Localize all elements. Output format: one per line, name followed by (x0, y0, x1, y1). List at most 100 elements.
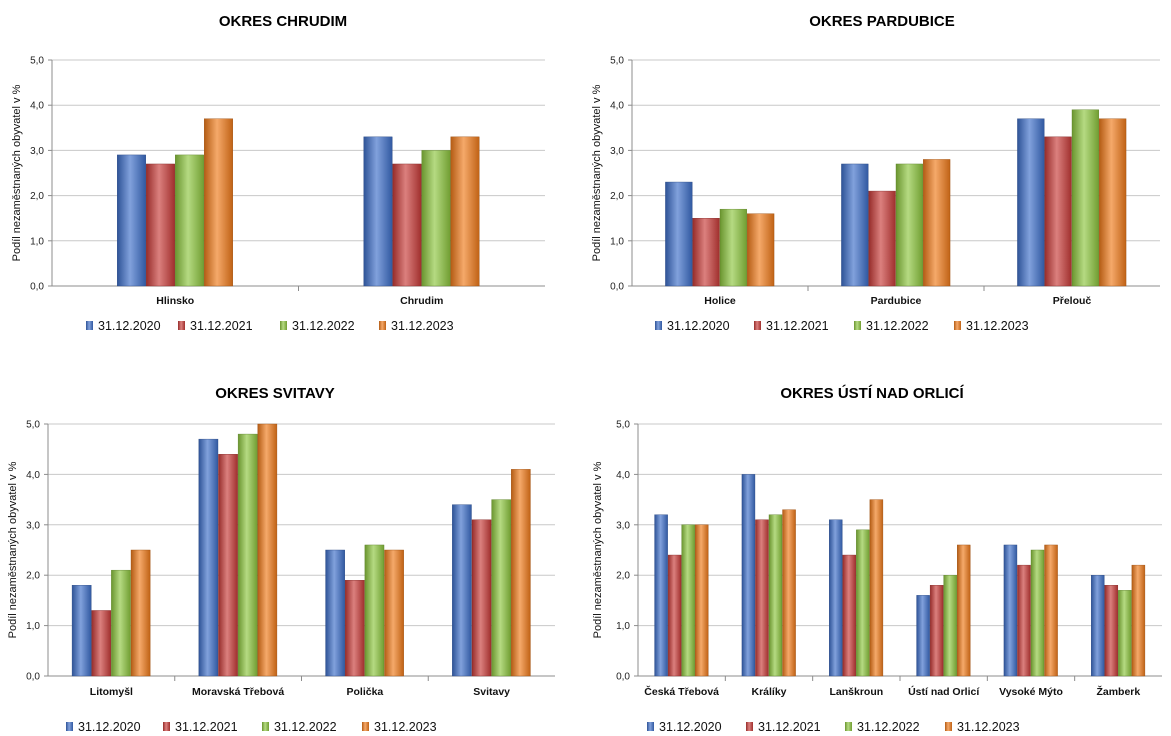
bar-31.12.2021-Králíky (755, 519, 769, 677)
bar-31.12.2022-Holice (719, 208, 747, 287)
bar-31.12.2021-Chrudim (392, 163, 422, 287)
bar-31.12.2023-Králíky (782, 509, 796, 677)
bar-31.12.2023-Pardubice (923, 159, 951, 287)
x-tick-label: Pardubice (871, 295, 922, 307)
chart-title: OKRES ÚSTÍ NAD ORLICÍ (780, 384, 964, 402)
legend-label: 31.12.2023 (374, 720, 437, 734)
y-axis-label: Podíl nezaměstnaných obyvatel v % (11, 84, 23, 261)
bar-31.12.2021-Česká Třebová (667, 554, 682, 677)
bar-31.12.2021-Polička (345, 580, 365, 677)
y-tick-label: 1,0 (26, 621, 40, 632)
bar-31.12.2023-Litomyšl (130, 549, 151, 677)
y-tick-label: 0,0 (30, 282, 44, 293)
y-tick-label: 5,0 (30, 56, 44, 67)
x-tick-label: Králíky (751, 686, 786, 698)
y-tick-label: 0,0 (616, 672, 630, 683)
bar-31.12.2020-Žamberk (1091, 575, 1105, 677)
y-tick-label: 2,0 (616, 571, 630, 582)
y-tick-label: 4,0 (30, 101, 44, 112)
bar-31.12.2023-Svitavy (511, 469, 531, 677)
legend-label: 31.12.2022 (292, 319, 355, 333)
chart-title: OKRES SVITAVY (215, 385, 334, 402)
y-tick-label: 2,0 (26, 571, 40, 582)
bar-31.12.2021-Moravská Třebová (218, 454, 238, 677)
chart-title: OKRES PARDUBICE (809, 13, 955, 30)
y-axis-label: Podíl nezaměstnaných obyvatel v % (592, 461, 604, 638)
legend-label: 31.12.2021 (175, 720, 238, 734)
chart-2: OKRES PARDUBICE 0,0 1,0 2,0 3,0 4,0 5,0 Podíl n… (591, 13, 1160, 333)
bar-31.12.2023-Přelouč (1099, 118, 1127, 287)
legend-label: 31.12.2020 (78, 720, 141, 734)
chart-title: OKRES CHRUDIM (219, 13, 347, 30)
legend-swatch (163, 722, 170, 731)
legend: 31.12.2020 31.12.2021 31.12.2022 31.12.2023 (655, 319, 1029, 333)
legend-swatch (86, 321, 93, 330)
bar-31.12.2023-Česká Třebová (695, 524, 709, 677)
legend-label: 31.12.2021 (190, 319, 253, 333)
x-tick-label: Polička (346, 686, 383, 698)
y-tick-label: 0,0 (26, 672, 40, 683)
y-tick-label: 5,0 (26, 420, 40, 431)
bar-31.12.2020-Hlinsko (117, 154, 146, 287)
legend-swatch (754, 321, 761, 330)
bar-31.12.2020-Králíky (741, 474, 756, 677)
x-tick-label: Chrudim (400, 295, 443, 307)
bar-31.12.2021-Vysoké Mýto (1017, 564, 1031, 677)
bar-31.12.2021-Přelouč (1044, 136, 1072, 287)
legend-swatch (647, 722, 654, 731)
y-tick-label: 2,0 (610, 191, 624, 202)
x-tick-label: Česká Třebová (644, 685, 719, 698)
bar-31.12.2020-Pardubice (841, 163, 869, 287)
bar-31.12.2021-Žamberk (1104, 585, 1119, 677)
bar-31.12.2021-Hlinsko (146, 163, 175, 287)
bar-31.12.2020-Litomyšl (71, 585, 92, 677)
bar-31.12.2022-Svitavy (491, 499, 511, 677)
bar-31.12.2022-Česká Třebová (681, 524, 695, 677)
legend: 31.12.2020 31.12.2021 31.12.2022 31.12.2023 (86, 319, 454, 333)
bar-31.12.2022-Lanškroun (856, 529, 870, 677)
y-tick-label: 3,0 (616, 520, 630, 531)
x-tick-label: Lanškroun (829, 686, 883, 698)
legend-label: 31.12.2022 (857, 720, 920, 734)
y-axis-label: Podíl nezaměstnaných obyvatel v % (591, 84, 603, 261)
bar-31.12.2020-Ústí nad Orlicí (916, 595, 930, 677)
bar-31.12.2022-Přelouč (1071, 109, 1099, 287)
y-axis-label: Podíl nezaměstnaných obyvatel v % (7, 461, 19, 638)
bar-31.12.2021-Holice (692, 217, 720, 287)
legend-label: 31.12.2020 (667, 319, 730, 333)
legend-swatch (945, 722, 952, 731)
legend-label: 31.12.2020 (659, 720, 722, 734)
bar-31.12.2022-Polička (364, 544, 385, 677)
x-tick-label: Přelouč (1053, 295, 1092, 307)
bar-31.12.2020-Polička (325, 549, 345, 677)
bar-31.12.2022-Hlinsko (175, 154, 204, 287)
y-tick-label: 3,0 (30, 146, 44, 157)
legend-label: 31.12.2020 (98, 319, 161, 333)
bar-31.12.2023-Vysoké Mýto (1044, 544, 1058, 677)
legend-swatch (655, 321, 662, 330)
bar-31.12.2023-Lanškroun (869, 499, 884, 677)
bar-31.12.2023-Chrudim (450, 136, 480, 287)
legend-swatch (280, 321, 287, 330)
legend-label: 31.12.2021 (758, 720, 821, 734)
x-tick-label: Holice (704, 295, 736, 307)
bar-31.12.2021-Litomyšl (91, 610, 112, 677)
y-tick-label: 2,0 (30, 191, 44, 202)
legend: 31.12.2020 31.12.2021 31.12.2022 31.12.2023 (647, 720, 1020, 734)
chart-3: OKRES SVITAVY 0,0 1,0 2,0 3,0 4,0 5,0 Podíl nez… (7, 385, 555, 734)
bar-31.12.2023-Polička (384, 549, 404, 677)
y-tick-label: 4,0 (610, 101, 624, 112)
x-tick-label: Svitavy (473, 686, 510, 698)
bar-31.12.2022-Ústí nad Orlicí (943, 575, 957, 677)
bar-31.12.2023-Moravská Třebová (257, 423, 278, 677)
bar-31.12.2022-Moravská Třebová (237, 433, 258, 677)
x-tick-label: Hlinsko (156, 295, 194, 307)
bar-31.12.2021-Pardubice (868, 190, 896, 287)
legend-swatch (362, 722, 369, 731)
bar-31.12.2023-Holice (747, 213, 775, 287)
legend-swatch (845, 722, 852, 731)
bar-31.12.2020-Holice (665, 181, 693, 287)
bar-31.12.2020-Moravská Třebová (198, 438, 219, 677)
bar-31.12.2023-Hlinsko (204, 118, 233, 287)
